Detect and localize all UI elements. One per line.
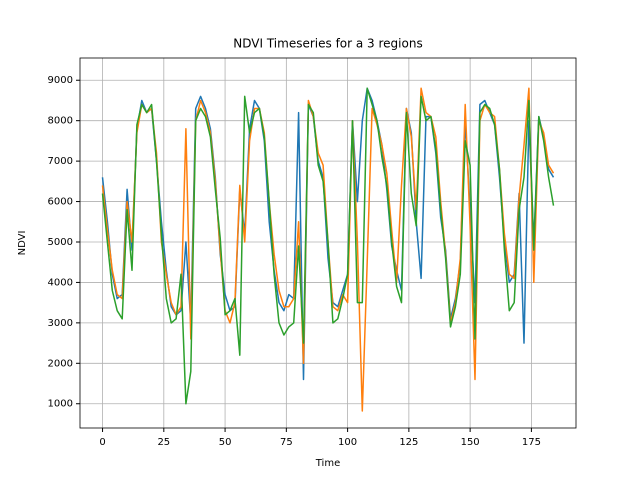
x-tick-label: 125 [399,437,418,448]
y-tick-label: 8000 [48,116,73,127]
x-tick-label: 100 [338,437,357,448]
y-tick-label: 3000 [48,318,73,329]
y-axis-label: NDVI [17,231,28,256]
y-tick-label: 7000 [48,156,73,167]
x-axis-label: Time [315,458,340,469]
x-tick-label: 50 [219,437,232,448]
x-tick-label: 0 [99,437,105,448]
series-line [101,87,555,405]
y-tick-label: 6000 [48,197,73,208]
y-tick-label: 2000 [48,358,73,369]
y-tick-label: 4000 [48,277,73,288]
x-tick-label: 175 [522,437,541,448]
x-tick-label: 75 [280,437,293,448]
chart-title: NDVI Timeseries for a 3 regions [233,37,422,51]
plot-frame [79,57,577,429]
y-tick-label: 5000 [48,237,73,248]
y-tick-label: 1000 [48,399,73,410]
x-tick-label: 25 [157,437,170,448]
x-tick-label: 150 [461,437,480,448]
y-tick-label: 9000 [48,75,73,86]
